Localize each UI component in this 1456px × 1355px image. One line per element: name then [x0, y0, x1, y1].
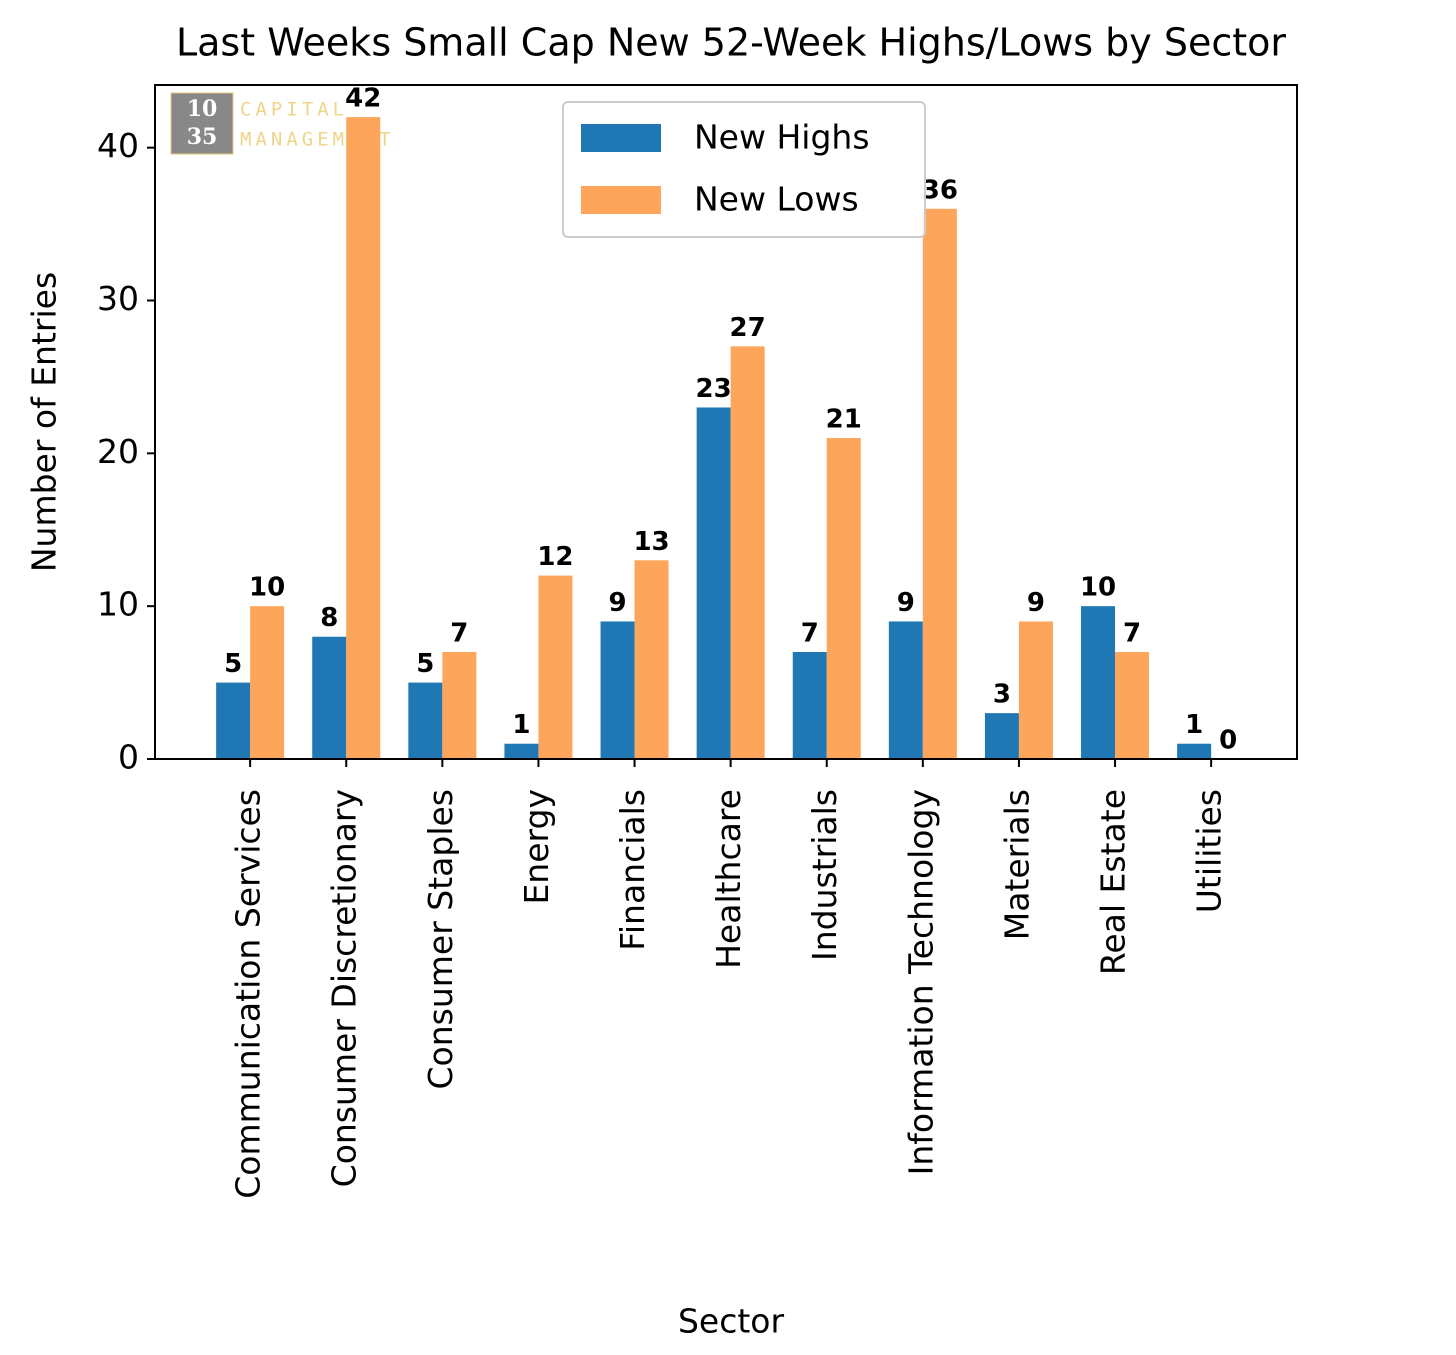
x-tick-label: Real Estate [1094, 789, 1133, 975]
legend-swatch [581, 124, 661, 152]
value-label: 27 [730, 313, 766, 343]
value-label: 23 [696, 374, 732, 404]
bar [888, 621, 923, 759]
bar [984, 713, 1019, 759]
bar [408, 682, 443, 759]
watermark-logo: 35 [187, 124, 218, 150]
x-tick-label: Healthcare [709, 789, 748, 969]
value-label: 7 [450, 619, 468, 649]
value-label: 5 [416, 649, 434, 679]
y-tick-label: 20 [97, 432, 139, 471]
legend: New Highs New Lows [562, 101, 926, 238]
x-axis-label: Sector [678, 1302, 785, 1341]
y-tick-label: 40 [97, 126, 139, 165]
bar [216, 682, 251, 759]
y-tick-label: 0 [118, 738, 139, 777]
bar [538, 575, 573, 759]
legend-label: New Lows [694, 180, 859, 219]
x-tick-label: Materials [997, 789, 1036, 940]
bar [346, 117, 381, 760]
value-label: 13 [633, 527, 669, 557]
bar [696, 407, 731, 759]
value-label: 10 [1080, 573, 1116, 603]
bar [922, 208, 957, 760]
bar [792, 652, 827, 759]
value-label: 21 [826, 405, 862, 435]
value-label: 1 [1185, 710, 1203, 740]
plot-frame [154, 84, 1298, 760]
bar [600, 621, 635, 759]
value-label: 7 [1123, 619, 1141, 649]
bar [1115, 652, 1150, 759]
value-label: 3 [993, 680, 1011, 710]
y-axis-label: Number of Entries [25, 272, 64, 572]
y-tick-label: 10 [97, 585, 139, 624]
watermark-logo-box [170, 92, 234, 155]
x-tick-label: Communication Services [229, 789, 268, 1199]
value-label: 5 [224, 649, 242, 679]
legend-label: New Highs [694, 118, 870, 157]
x-tick-label: Industrials [805, 789, 844, 961]
value-label: 12 [537, 542, 573, 572]
value-label: 7 [801, 619, 819, 649]
legend-swatch [581, 186, 661, 214]
bar [730, 346, 765, 759]
value-label: 9 [1027, 588, 1045, 618]
value-label: 0 [1219, 726, 1237, 756]
x-tick-label: Consumer Discretionary [325, 789, 364, 1187]
x-tick-label: Financials [613, 789, 652, 951]
value-label: 9 [608, 588, 626, 618]
bar [250, 606, 285, 759]
bar [634, 560, 669, 759]
bar [312, 636, 347, 759]
value-label: 1 [512, 710, 530, 740]
bar [1018, 621, 1053, 759]
y-tick-label: 30 [97, 279, 139, 318]
bar [1081, 606, 1116, 759]
bar [504, 743, 539, 759]
x-tick-label: Consumer Staples [421, 789, 460, 1089]
value-label: 8 [320, 603, 338, 633]
watermark-logo: 10 [187, 96, 218, 122]
bar [1177, 743, 1212, 759]
value-label: 9 [897, 588, 915, 618]
x-tick-label: Information Technology [901, 789, 940, 1175]
x-tick-label: Energy [517, 789, 556, 905]
value-label: 42 [345, 84, 381, 114]
bar [442, 652, 477, 759]
value-label: 10 [249, 573, 285, 603]
watermark-text: CAPITAL [240, 99, 348, 121]
x-tick-label: Utilities [1190, 789, 1229, 913]
chart-title: Last Weeks Small Cap New 52-Week Highs/L… [176, 21, 1286, 65]
value-label: 36 [922, 175, 958, 205]
bar [826, 438, 861, 759]
